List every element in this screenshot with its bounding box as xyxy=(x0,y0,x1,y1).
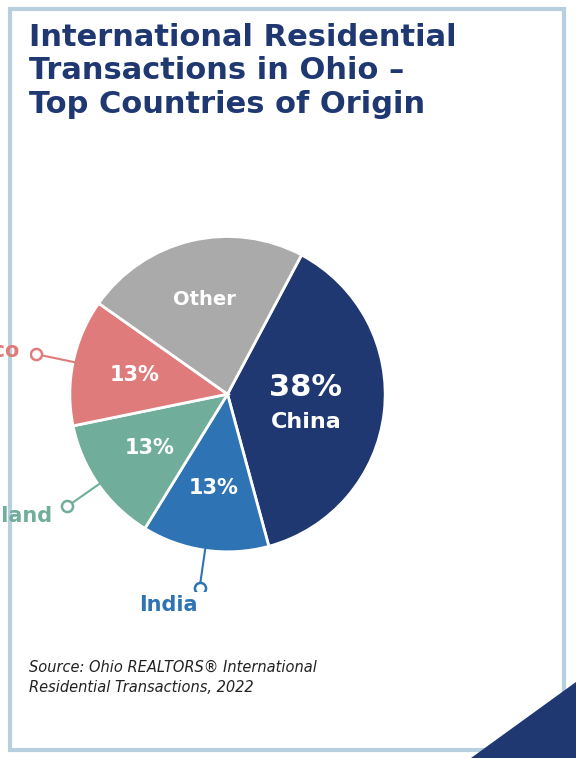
Text: Thailand: Thailand xyxy=(0,506,53,526)
Text: China: China xyxy=(271,412,341,432)
Text: 13%: 13% xyxy=(125,438,175,459)
Text: International Residential
Transactions in Ohio –
Top Countries of Origin: International Residential Transactions i… xyxy=(29,23,456,119)
Wedge shape xyxy=(98,236,302,394)
Wedge shape xyxy=(228,255,385,547)
Text: 38%: 38% xyxy=(270,373,342,402)
Text: Mexico: Mexico xyxy=(0,340,19,361)
Text: India: India xyxy=(139,595,197,615)
Wedge shape xyxy=(70,303,228,426)
Text: 13%: 13% xyxy=(110,365,160,385)
Wedge shape xyxy=(145,394,269,552)
Text: Source: Ohio REALTORS® International
Residential Transactions, 2022: Source: Ohio REALTORS® International Res… xyxy=(29,659,317,695)
Wedge shape xyxy=(73,394,228,528)
Text: Other: Other xyxy=(173,290,236,309)
Text: 13%: 13% xyxy=(189,478,239,498)
Polygon shape xyxy=(471,682,576,758)
FancyBboxPatch shape xyxy=(10,9,564,750)
